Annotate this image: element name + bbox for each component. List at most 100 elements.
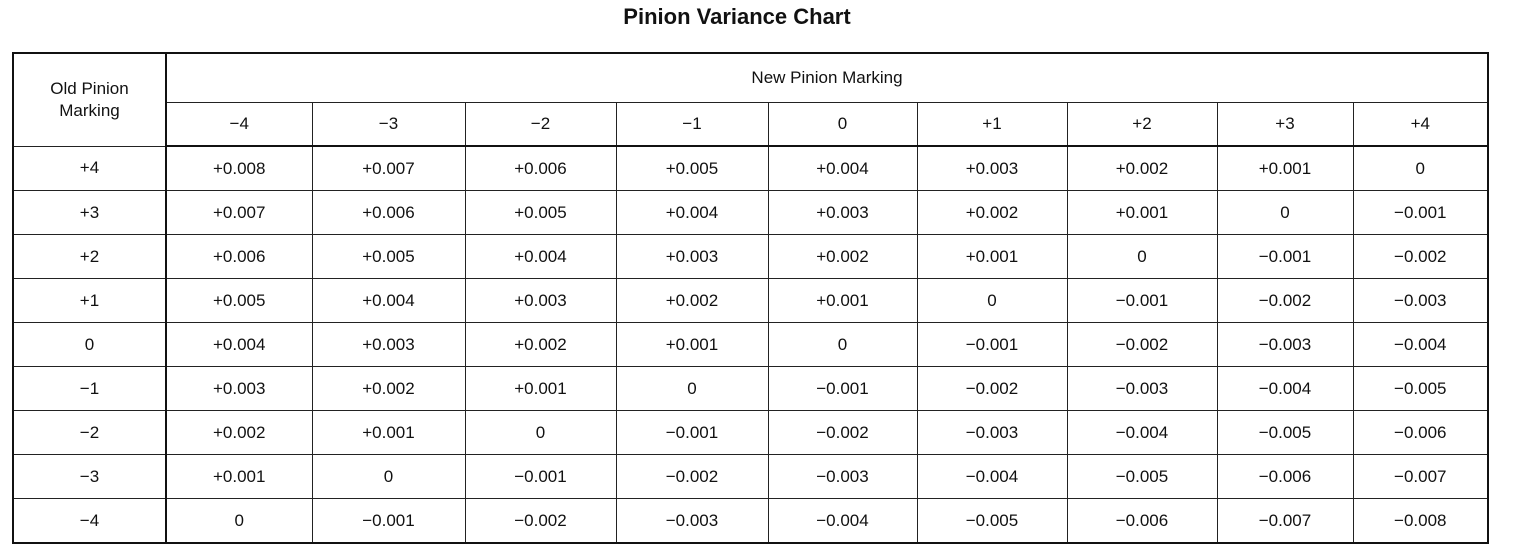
cell: +0.003: [767, 190, 918, 235]
cell: +0.002: [916, 190, 1068, 235]
cell: −0.001: [767, 366, 918, 411]
cell: −0.001: [311, 498, 466, 544]
cell: 0: [1066, 234, 1218, 279]
column-header: +3: [1216, 102, 1354, 147]
column-header: −3: [311, 102, 466, 147]
cell: −0.007: [1352, 454, 1489, 499]
cell: 0: [916, 278, 1068, 323]
table-row: +2 +0.006 +0.005 +0.004 +0.003 +0.002 +0.001 0−…: [12, 234, 1489, 279]
column-header: −2: [464, 102, 617, 147]
row-label: +4: [12, 145, 167, 191]
cell: +0.005: [165, 278, 313, 323]
row-label: +1: [12, 278, 167, 323]
cell: −0.003: [916, 410, 1068, 455]
table-row: −2 +0.002 +0.001 0 −0.001 −0.002 −0.003 −0.004−…: [12, 410, 1489, 455]
cell: 0: [1216, 190, 1354, 235]
column-header: −4: [165, 102, 313, 147]
cell: 0: [615, 366, 769, 411]
cell: +0.007: [165, 190, 313, 235]
cell: +0.004: [165, 322, 313, 367]
table-row: −1 +0.003 +0.002 +0.001 0 −0.001 −0.002 −0.003−…: [12, 366, 1489, 411]
cell: +0.005: [464, 190, 617, 235]
table-row: −4 0 −0.001 −0.002 −0.003 −0.004 −0.005 −0.006−…: [12, 498, 1489, 544]
variance-table: Old Pinion Marking New Pinion Marking −4…: [12, 52, 1490, 544]
cell: −0.008: [1352, 498, 1489, 544]
cell: +0.003: [615, 234, 769, 279]
cell: +0.001: [767, 278, 918, 323]
row-label: −2: [12, 410, 167, 455]
cell: −0.001: [1066, 278, 1218, 323]
cell: 0: [1352, 145, 1489, 191]
cell: −0.003: [1216, 322, 1354, 367]
cell: −0.002: [464, 498, 617, 544]
cell: 0: [311, 454, 466, 499]
cell: −0.005: [916, 498, 1068, 544]
row-header: Old Pinion Marking: [12, 52, 167, 147]
cell: +0.003: [311, 322, 466, 367]
table-row: +4 +0.008 +0.007 +0.006 +0.005 +0.004 +0.003 +0…: [12, 145, 1489, 191]
cell: −0.003: [767, 454, 918, 499]
cell: −0.002: [615, 454, 769, 499]
cell: −0.003: [615, 498, 769, 544]
column-header: 0: [767, 102, 918, 147]
cell: +0.004: [615, 190, 769, 235]
cell: +0.001: [464, 366, 617, 411]
cell: 0: [165, 498, 313, 544]
table-row: 0 +0.004 +0.003 +0.002 +0.001 0 −0.001 −0.002 −0…: [12, 322, 1489, 367]
row-label: −4: [12, 498, 167, 544]
table-row: −3 +0.001 0 −0.001 −0.002 −0.003 −0.004 −0.005−…: [12, 454, 1489, 499]
cell: −0.004: [1352, 322, 1489, 367]
table-row: +3 +0.007 +0.006 +0.005 +0.004 +0.003 +0.002 +0…: [12, 190, 1489, 235]
cell: +0.002: [464, 322, 617, 367]
column-header: −1: [615, 102, 769, 147]
cell: +0.003: [464, 278, 617, 323]
cell: +0.001: [615, 322, 769, 367]
column-header: +2: [1066, 102, 1218, 147]
cell: +0.002: [165, 410, 313, 455]
cell: −0.006: [1216, 454, 1354, 499]
row-label: −3: [12, 454, 167, 499]
cell: −0.006: [1066, 498, 1218, 544]
cell: +0.002: [1066, 145, 1218, 191]
cell: +0.006: [165, 234, 313, 279]
cell: −0.005: [1352, 366, 1489, 411]
row-label: −1: [12, 366, 167, 411]
cell: −0.002: [916, 366, 1068, 411]
row-header-text: Old Pinion Marking: [50, 78, 129, 120]
title: Pinion Variance Chart: [623, 4, 851, 29]
cell: +0.002: [311, 366, 466, 411]
cell: −0.002: [767, 410, 918, 455]
cell: −0.001: [615, 410, 769, 455]
cell: −0.005: [1216, 410, 1354, 455]
group-header: New Pinion Marking: [165, 52, 1489, 103]
cell: +0.003: [916, 145, 1068, 191]
cell: +0.005: [615, 145, 769, 191]
cell: −0.001: [916, 322, 1068, 367]
cell: +0.003: [165, 366, 313, 411]
cell: −0.004: [916, 454, 1068, 499]
cell: −0.002: [1216, 278, 1354, 323]
cell: −0.004: [1216, 366, 1354, 411]
row-label: 0: [12, 322, 167, 367]
cell: −0.006: [1352, 410, 1489, 455]
cell: +0.004: [464, 234, 617, 279]
cell: 0: [464, 410, 617, 455]
cell: −0.002: [1066, 322, 1218, 367]
row-label: +2: [12, 234, 167, 279]
table-row: +1 +0.005 +0.004 +0.003 +0.002 +0.001 0 −0.001−…: [12, 278, 1489, 323]
cell: +0.002: [615, 278, 769, 323]
cell: +0.005: [311, 234, 466, 279]
cell: 0: [767, 322, 918, 367]
cell: +0.007: [311, 145, 466, 191]
cell: −0.001: [464, 454, 617, 499]
cell: −0.007: [1216, 498, 1354, 544]
cell: −0.005: [1066, 454, 1218, 499]
cell: +0.001: [916, 234, 1068, 279]
column-header: +4: [1352, 102, 1489, 147]
cell: −0.001: [1216, 234, 1354, 279]
cell: −0.001: [1352, 190, 1489, 235]
cell: +0.001: [165, 454, 313, 499]
cell: +0.001: [1216, 145, 1354, 191]
cell: +0.006: [311, 190, 466, 235]
